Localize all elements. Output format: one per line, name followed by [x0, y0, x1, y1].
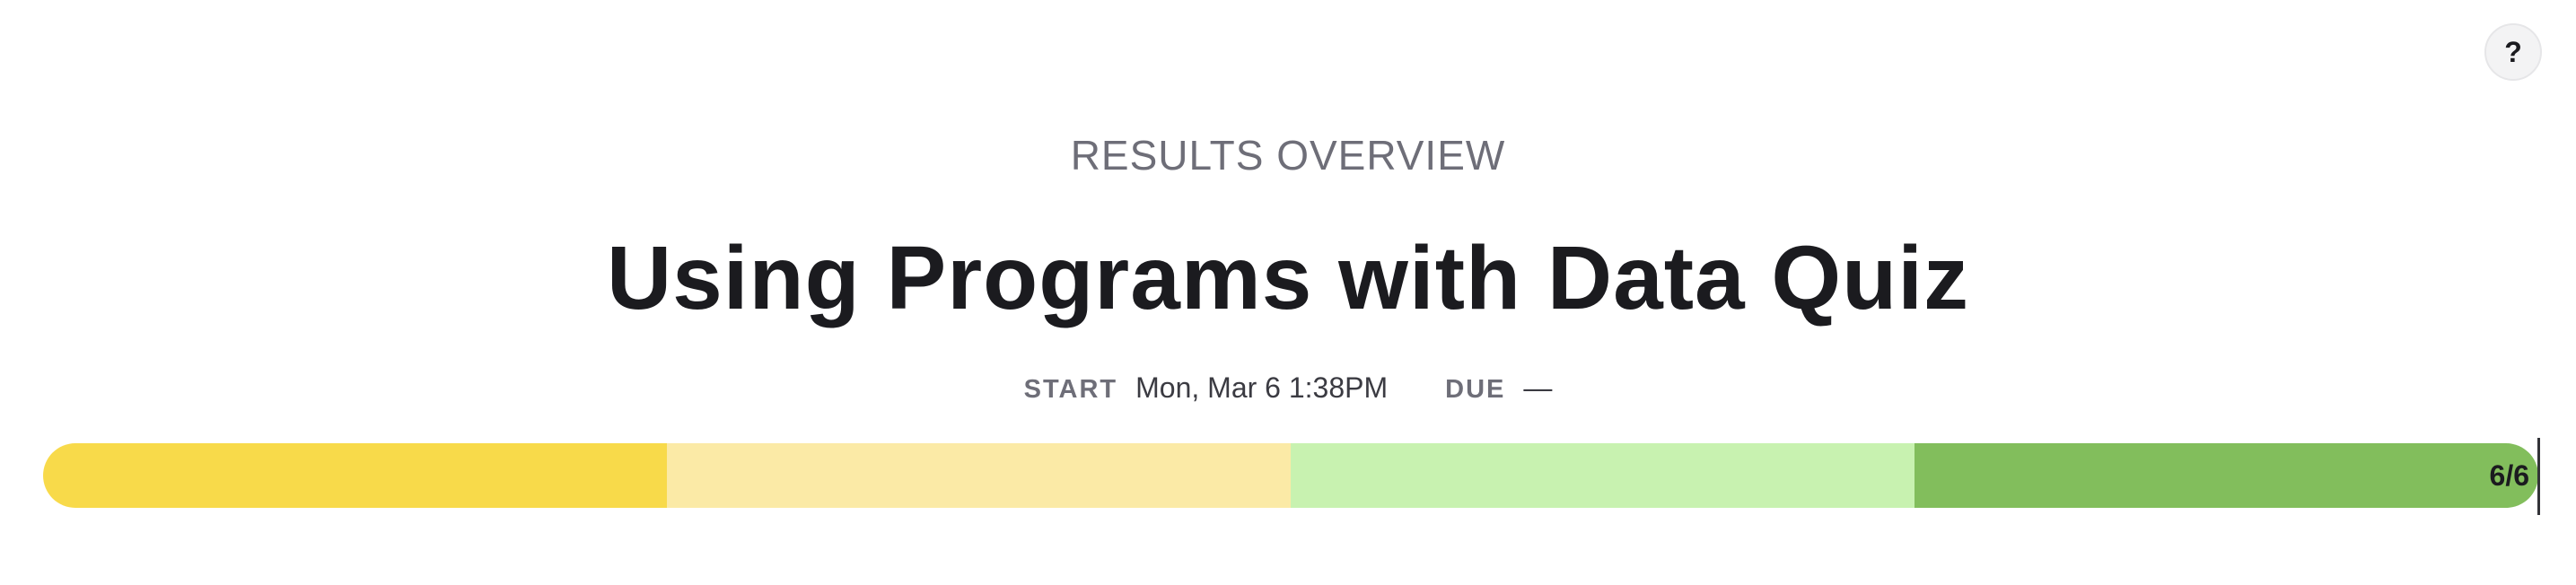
due-label: DUE	[1445, 375, 1506, 404]
score-progress-bar: 6/6	[43, 443, 2538, 508]
progress-marker	[2537, 438, 2540, 515]
score-label: 6/6	[2489, 458, 2529, 492]
question-mark-icon: ?	[2504, 35, 2522, 68]
help-button[interactable]: ?	[2484, 23, 2542, 81]
due-value: —	[1523, 371, 1553, 404]
progress-segment: 6/6	[1914, 443, 2538, 508]
quiz-meta: START Mon, Mar 6 1:38PM DUE —	[0, 373, 2576, 403]
due-info: DUE —	[1445, 373, 1552, 403]
progress-segment	[1291, 443, 1914, 508]
start-value: Mon, Mar 6 1:38PM	[1135, 371, 1389, 404]
start-label: START	[1023, 375, 1118, 404]
progress-segment	[43, 443, 667, 508]
quiz-header: RESULTS OVERVIEW Using Programs with Dat…	[0, 135, 2576, 403]
quiz-title: Using Programs with Data Quiz	[606, 228, 1970, 328]
progress-segment	[667, 443, 1291, 508]
page-eyebrow: RESULTS OVERVIEW	[1070, 132, 1506, 179]
start-info: START Mon, Mar 6 1:38PM	[1024, 373, 1389, 403]
